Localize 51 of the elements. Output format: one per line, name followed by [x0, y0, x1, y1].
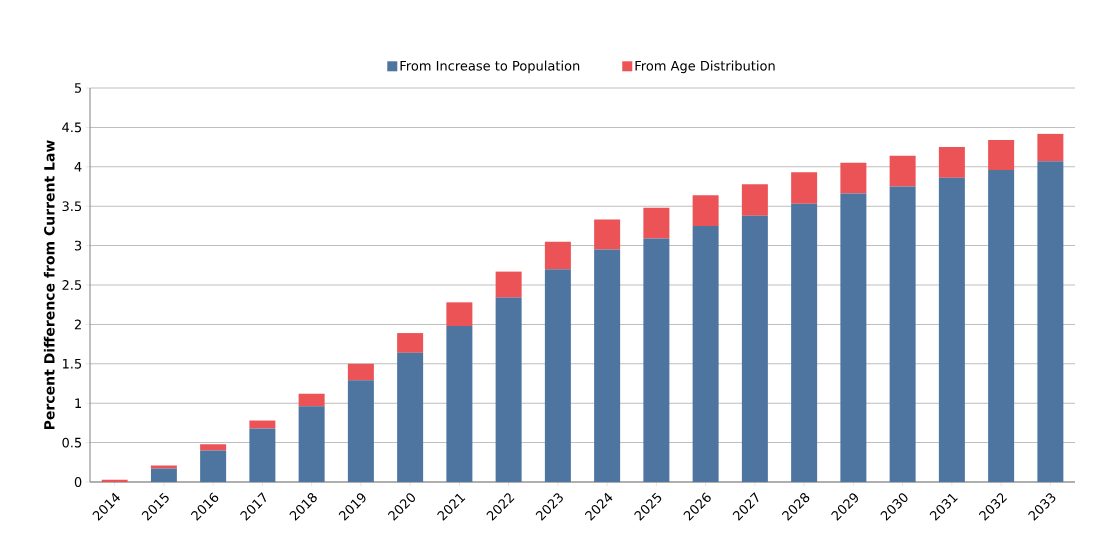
y-axis-title: Percent Difference from Current Law — [43, 140, 55, 430]
y-tick-label: 3 — [74, 240, 82, 251]
bar — [347, 380, 374, 482]
bar — [1037, 133, 1064, 162]
bar — [397, 352, 424, 482]
bar — [200, 450, 227, 482]
bar — [1037, 161, 1064, 482]
bar — [840, 162, 867, 194]
legend-label: From Age Distribution — [635, 60, 775, 74]
bar — [889, 186, 916, 482]
bar — [446, 302, 473, 326]
bar — [988, 169, 1015, 482]
bar — [298, 406, 325, 482]
y-tick-label: 0.5 — [62, 437, 82, 448]
bar — [938, 177, 965, 482]
y-tick-label: 3.5 — [62, 201, 82, 212]
y-tick-label: 2 — [74, 319, 81, 330]
y-tick-label: 5 — [74, 83, 82, 93]
bar — [791, 203, 818, 482]
y-tick-label: 0 — [74, 477, 82, 487]
bar — [840, 193, 867, 482]
y-tick-label: 4 — [74, 162, 82, 172]
bar — [200, 444, 227, 451]
bar — [988, 140, 1015, 170]
bar — [791, 172, 818, 204]
bar — [495, 297, 522, 482]
bar — [347, 363, 374, 381]
y-tick-label: 4.5 — [62, 122, 82, 133]
bar — [544, 269, 571, 482]
bar — [544, 241, 571, 270]
y-tick-label: 2.5 — [62, 280, 82, 290]
bar — [150, 465, 177, 469]
bar — [938, 147, 965, 178]
bar — [594, 249, 621, 482]
bar — [889, 155, 916, 187]
bar — [741, 184, 768, 216]
bar — [397, 333, 424, 353]
bar — [150, 468, 177, 482]
y-tick-label: 1.5 — [62, 358, 82, 369]
bar — [495, 271, 522, 298]
bar — [741, 215, 768, 482]
bar — [692, 195, 719, 226]
y-tick-label: 1 — [75, 398, 81, 408]
bar — [594, 219, 621, 250]
bar — [643, 238, 670, 482]
bar — [692, 225, 719, 482]
bar — [298, 393, 325, 407]
legend-label: From Increase to Population — [400, 60, 580, 74]
bar — [249, 428, 276, 482]
bar — [643, 207, 670, 239]
bar — [446, 325, 473, 482]
